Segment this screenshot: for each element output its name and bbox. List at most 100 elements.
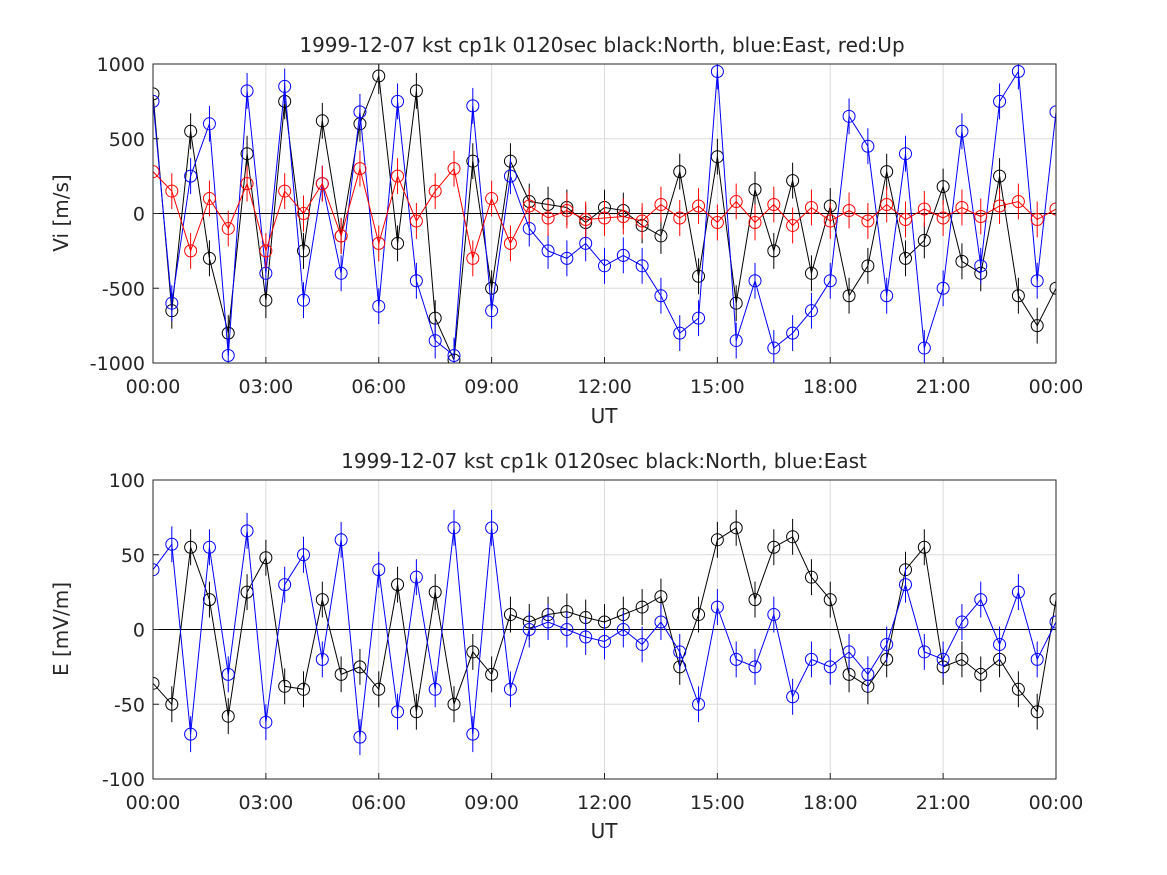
data-point-north (842, 289, 856, 303)
data-point-north (1011, 289, 1025, 303)
data-point-east (541, 615, 555, 629)
data-point-east (899, 578, 912, 592)
data-point-east (993, 94, 1007, 108)
y-tick-label: 50 (121, 545, 145, 567)
data-point-east (315, 652, 329, 666)
data-point-north (315, 593, 329, 607)
data-point-up (409, 214, 423, 228)
data-point-east (165, 296, 179, 310)
data-point-east (598, 259, 611, 273)
data-point-east (541, 244, 555, 258)
data-point-north (767, 244, 781, 258)
data-point-east (221, 349, 235, 363)
data-point-north (899, 251, 912, 265)
data-point-east (259, 715, 273, 729)
data-point-east (936, 281, 950, 295)
data-point-up (503, 236, 517, 250)
data-point-east (372, 563, 386, 577)
velocity-xlabel: UT (591, 404, 619, 428)
x-tick-label: 06:00 (351, 792, 406, 814)
data-point-east (353, 105, 367, 119)
data-point-east (579, 630, 593, 644)
data-point-east (428, 334, 442, 348)
efield-ticks: 00:00 03:00 06:00 09:00 12:00 15:00 18:00 21:00… (102, 470, 1084, 814)
data-point-east (748, 660, 762, 674)
data-point-up (899, 212, 912, 226)
data-point-up (917, 202, 931, 216)
data-point-east (334, 533, 348, 547)
data-point-east (993, 637, 1007, 651)
data-point-east (936, 652, 950, 666)
data-point-north (1049, 281, 1056, 295)
data-point-up (1030, 212, 1044, 226)
data-point-east (1049, 615, 1056, 629)
data-point-east (974, 593, 988, 607)
data-point-east (823, 274, 837, 288)
data-point-east (278, 578, 292, 592)
data-point-north (1011, 682, 1025, 696)
data-point-north (391, 578, 405, 592)
data-point-up (428, 184, 442, 198)
data-point-up (786, 218, 800, 232)
data-point-up (974, 209, 988, 223)
data-point-east (391, 705, 405, 719)
data-point-north (673, 165, 687, 179)
data-point-east (880, 637, 894, 651)
data-point-east (861, 667, 875, 681)
y-tick-label: 1000 (97, 54, 145, 76)
data-point-up (522, 199, 536, 213)
data-point-north (861, 259, 875, 273)
data-point-north (428, 585, 442, 599)
data-point-north (654, 229, 668, 243)
data-point-north (804, 570, 818, 584)
x-tick-label: 18:00 (803, 376, 858, 398)
data-point-east (786, 690, 800, 704)
data-point-east (485, 521, 499, 535)
data-point-up (485, 192, 499, 206)
data-point-east (278, 79, 292, 93)
data-point-north (692, 608, 706, 622)
data-point-north (786, 174, 800, 188)
data-point-east (240, 84, 254, 98)
data-point-east (729, 334, 743, 348)
series-east (153, 509, 1056, 756)
data-point-north (278, 679, 292, 693)
data-point-north (297, 244, 310, 258)
data-point-east (184, 169, 198, 183)
data-point-east (861, 139, 875, 153)
data-point-east (635, 259, 649, 273)
data-point-east (447, 521, 461, 535)
data-point-up (202, 192, 216, 206)
efield-title: 1999-12-07 kst cp1k 0120sec black:North,… (341, 449, 867, 473)
x-tick-label: 15:00 (690, 376, 745, 398)
data-point-east (917, 645, 931, 659)
data-point-east (153, 563, 160, 577)
x-tick-label: 06:00 (351, 376, 406, 398)
x-tick-label: 00:00 (1029, 792, 1084, 814)
data-point-east (673, 645, 687, 659)
x-tick-label: 03:00 (238, 376, 293, 398)
data-point-up (654, 198, 668, 212)
x-tick-label: 21:00 (916, 376, 971, 398)
data-point-east (1030, 652, 1044, 666)
data-point-east (153, 94, 160, 108)
x-tick-label: 03:00 (238, 792, 293, 814)
data-point-east (466, 727, 480, 741)
data-point-east (692, 311, 706, 325)
data-point-up (955, 201, 969, 215)
data-point-east (748, 274, 762, 288)
data-point-north (786, 530, 800, 544)
x-tick-label: 15:00 (690, 792, 745, 814)
data-point-north (1049, 593, 1056, 607)
data-point-east (804, 652, 818, 666)
data-point-east (616, 623, 630, 636)
data-point-north (315, 114, 329, 128)
data-point-east (485, 304, 499, 318)
data-point-up (1011, 195, 1025, 209)
data-point-east (1049, 105, 1056, 119)
data-point-north (503, 608, 517, 622)
y-tick-label: 500 (109, 129, 145, 151)
data-point-east (297, 548, 310, 562)
data-point-north (466, 154, 480, 168)
data-point-north (936, 180, 950, 194)
